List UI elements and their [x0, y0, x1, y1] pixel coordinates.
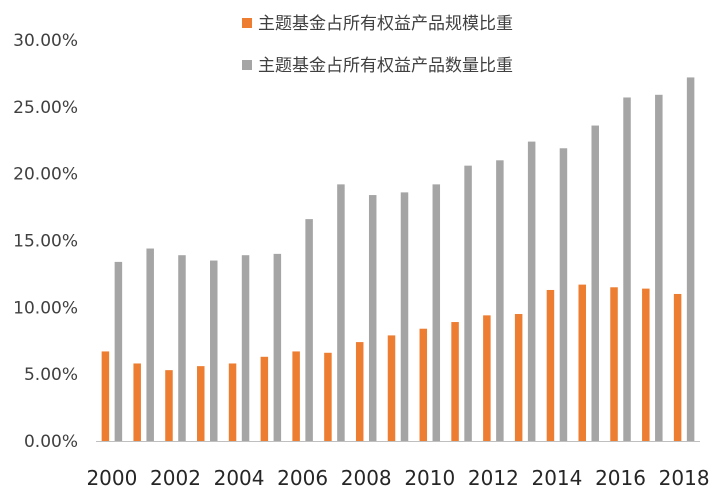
bar-2014-series-2 — [559, 148, 568, 441]
bar-2012-series-1 — [483, 315, 491, 441]
y-tick-label: 15.00% — [13, 232, 78, 252]
bar-2015-series-2 — [591, 125, 599, 442]
bar-2016-series-1 — [610, 287, 618, 441]
y-axis: 0.00% 5.00% 10.00% 15.00% 20.00% 25.00% 30.00% — [13, 31, 78, 452]
bar-2012-series-2 — [496, 160, 504, 442]
legend-label: 主题基金占所有权益产品数量比重 — [258, 56, 513, 76]
x-tick-label: 2002 — [150, 466, 201, 490]
x-tick-label: 2000 — [86, 466, 137, 490]
bar-2010-series-1 — [419, 328, 428, 441]
series-2 — [114, 77, 695, 442]
bar-2006-series-1 — [292, 351, 300, 441]
bar-2004-series-1 — [228, 363, 237, 441]
bar-2013-series-1 — [514, 314, 523, 441]
bar-2002-series-2 — [178, 255, 186, 441]
legend-item-1: 主题基金占所有权益产品规模比重 — [242, 14, 513, 34]
bar-2015-series-1 — [578, 284, 586, 441]
bar-2013-series-2 — [527, 141, 536, 441]
y-tick-label: 20.00% — [13, 165, 78, 185]
x-axis: 2000 2002 2004 2006 2008 2010 2012 2014 2016 2018 — [86, 441, 710, 490]
bar-2011-series-2 — [464, 165, 472, 441]
bar-2018-series-1 — [673, 293, 682, 441]
legend-item-2: 主题基金占所有权益产品数量比重 — [242, 56, 513, 76]
x-tick-label: 2008 — [341, 466, 392, 490]
bar-2009-series-1 — [387, 335, 396, 441]
bar-2003-series-1 — [197, 366, 205, 441]
bar-2009-series-2 — [400, 192, 409, 441]
x-tick-label: 2010 — [404, 466, 455, 490]
legend-swatch — [242, 18, 252, 28]
x-tick-label: 2014 — [531, 466, 582, 490]
bar-2005-series-2 — [273, 253, 282, 441]
x-tick-label: 2016 — [595, 466, 646, 490]
bar-2008-series-1 — [355, 342, 364, 441]
y-tick-label: 30.00% — [13, 31, 78, 51]
x-tick-label: 2006 — [277, 466, 328, 490]
legend-label: 主题基金占所有权益产品规模比重 — [258, 14, 513, 34]
y-tick-label: 5.00% — [24, 365, 78, 385]
bar-2007-series-1 — [324, 352, 332, 441]
bar-2017-series-1 — [642, 288, 650, 441]
bar-2008-series-2 — [368, 195, 377, 441]
x-tick-label: 2018 — [659, 466, 710, 490]
bar-2002-series-1 — [165, 370, 173, 441]
x-tick-label: 2004 — [214, 466, 265, 490]
y-tick-label: 0.00% — [24, 432, 78, 452]
bars — [101, 77, 695, 442]
bar-2011-series-1 — [451, 322, 459, 441]
bar-2001-series-1 — [133, 363, 141, 441]
bar-2016-series-2 — [623, 97, 631, 441]
bar-2007-series-2 — [337, 184, 345, 442]
bar-2004-series-2 — [241, 255, 250, 441]
x-tick-label: 2012 — [468, 466, 519, 490]
bar-2003-series-2 — [210, 260, 218, 441]
bar-2018-series-2 — [686, 77, 695, 441]
bar-2017-series-2 — [655, 94, 663, 441]
bar-2001-series-2 — [146, 248, 154, 441]
legend-swatch — [242, 60, 252, 70]
bar-2014-series-1 — [546, 289, 555, 441]
bar-2000-series-2 — [114, 261, 123, 441]
series-1 — [101, 284, 682, 441]
y-tick-label: 10.00% — [13, 298, 78, 318]
y-tick-label: 25.00% — [13, 98, 78, 118]
bar-2005-series-1 — [260, 356, 269, 441]
bar-2000-series-1 — [101, 351, 110, 441]
bar-2010-series-2 — [432, 184, 441, 442]
bar-2006-series-2 — [305, 219, 313, 441]
